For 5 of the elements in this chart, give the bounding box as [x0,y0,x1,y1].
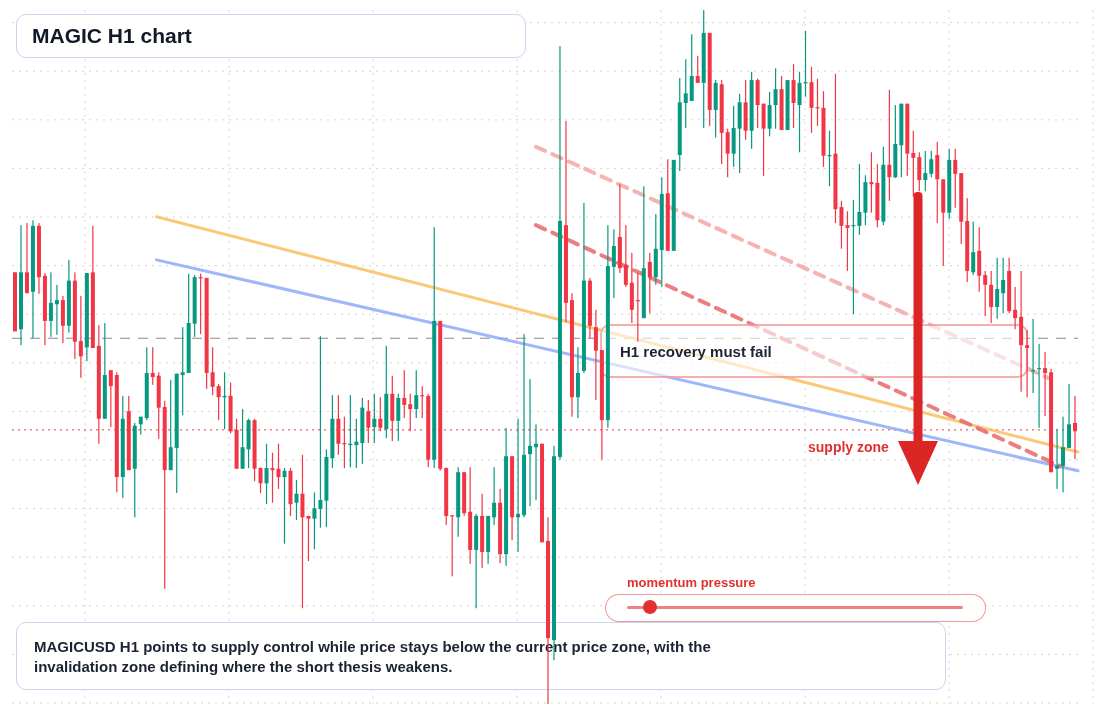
candlestick [540,443,545,543]
text: MAGIC H1 chart [31,23,192,49]
annotation: momentum pressure [627,575,756,590]
annotation: supply zone [808,439,889,455]
candlestick [13,272,17,332]
